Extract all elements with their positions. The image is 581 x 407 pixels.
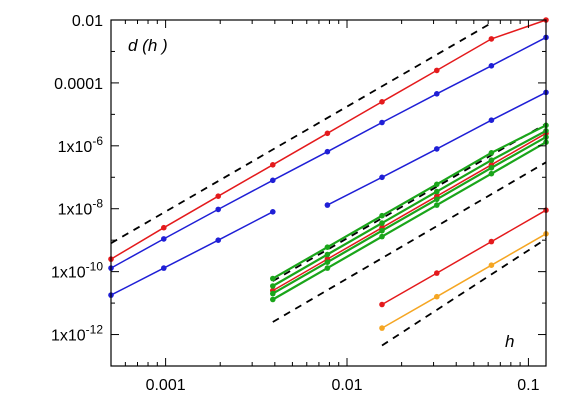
data-point: [324, 259, 331, 266]
data-point: [161, 224, 167, 231]
x-tick-label: 0.001: [146, 377, 186, 394]
data-point: [379, 220, 385, 226]
series-line-0: [110, 19, 547, 260]
data-point: [379, 325, 385, 331]
y-tick-label: 0.01: [72, 13, 103, 30]
series-0: [108, 17, 549, 262]
reference-line-2: [272, 161, 547, 323]
data-point: [434, 293, 440, 300]
data-point: [488, 165, 495, 171]
reference-lines: [110, 22, 547, 347]
y-axis-label: d (h ): [128, 36, 168, 55]
data-point: [270, 177, 276, 184]
data-point: [161, 265, 167, 271]
data-point: [434, 146, 440, 152]
series-5: [270, 139, 549, 303]
data-point: [488, 150, 495, 156]
series-line-10: [381, 233, 547, 329]
data-point: [324, 251, 331, 258]
data-point: [488, 262, 495, 269]
x-tick-label: 0.01: [331, 377, 362, 394]
x-axis-label: h: [505, 332, 514, 351]
series-1: [108, 34, 549, 271]
data-point: [434, 202, 440, 208]
data-point: [324, 130, 331, 137]
series-8: [270, 122, 549, 282]
data-point: [434, 188, 440, 195]
series-7: [270, 128, 549, 289]
series-2: [108, 209, 276, 298]
data-point: [488, 63, 495, 69]
data-point: [270, 162, 276, 168]
data-point: [270, 290, 276, 297]
y-tick-label: 0.0001: [54, 76, 103, 93]
y-tick-label: 1x10-8: [58, 197, 104, 219]
data-point: [379, 301, 385, 308]
data-point: [379, 99, 385, 105]
data-point: [434, 181, 440, 188]
series-line-6: [272, 136, 547, 295]
reference-line-3: [381, 238, 547, 347]
data-point: [270, 296, 276, 303]
data-point: [215, 193, 221, 199]
series-line-8: [272, 124, 547, 280]
series-10: [379, 231, 549, 331]
x-tick-label: 0.1: [517, 377, 539, 394]
plot-frame: [110, 19, 547, 367]
series-line-5: [272, 141, 547, 301]
data-point: [379, 227, 385, 234]
data-point: [270, 275, 276, 282]
data-point: [434, 91, 440, 97]
series-9: [379, 207, 549, 308]
y-tick-label: 1x10-10: [51, 260, 103, 282]
data-point: [215, 237, 221, 243]
data-point: [488, 36, 495, 42]
y-tick-label: 1x10-6: [58, 134, 104, 156]
data-point: [488, 157, 495, 163]
series-4: [270, 130, 549, 294]
series-6: [270, 134, 549, 297]
series-line-4: [272, 132, 547, 292]
series-line-9: [381, 209, 547, 306]
data-point: [434, 67, 440, 74]
data-point: [434, 270, 440, 276]
y-tick-label: 1x10-12: [51, 323, 103, 345]
data-point: [488, 170, 495, 177]
data-point: [270, 209, 276, 215]
series-line-2: [110, 211, 274, 296]
data-point: [270, 283, 276, 289]
data-point: [379, 119, 385, 126]
data-point: [215, 206, 221, 213]
data-point: [379, 212, 385, 219]
data-point: [488, 117, 495, 123]
data-point: [324, 148, 331, 155]
axis-ticks: 0.001 0.01 0.1 1x10-12 1x10-10 1x10-8 1x10-6 0.…: [51, 13, 546, 394]
data-point: [324, 265, 331, 271]
series-3: [324, 89, 549, 208]
data-point: [161, 236, 167, 242]
series-line-7: [272, 129, 547, 287]
data-point: [324, 202, 331, 208]
data-point: [488, 238, 495, 245]
series-layer: [108, 17, 549, 331]
data-point: [434, 196, 440, 203]
data-point: [379, 233, 385, 240]
reference-line-1: [272, 123, 547, 282]
reference-line-0: [110, 22, 492, 244]
data-point: [324, 244, 331, 250]
data-point: [379, 174, 385, 181]
